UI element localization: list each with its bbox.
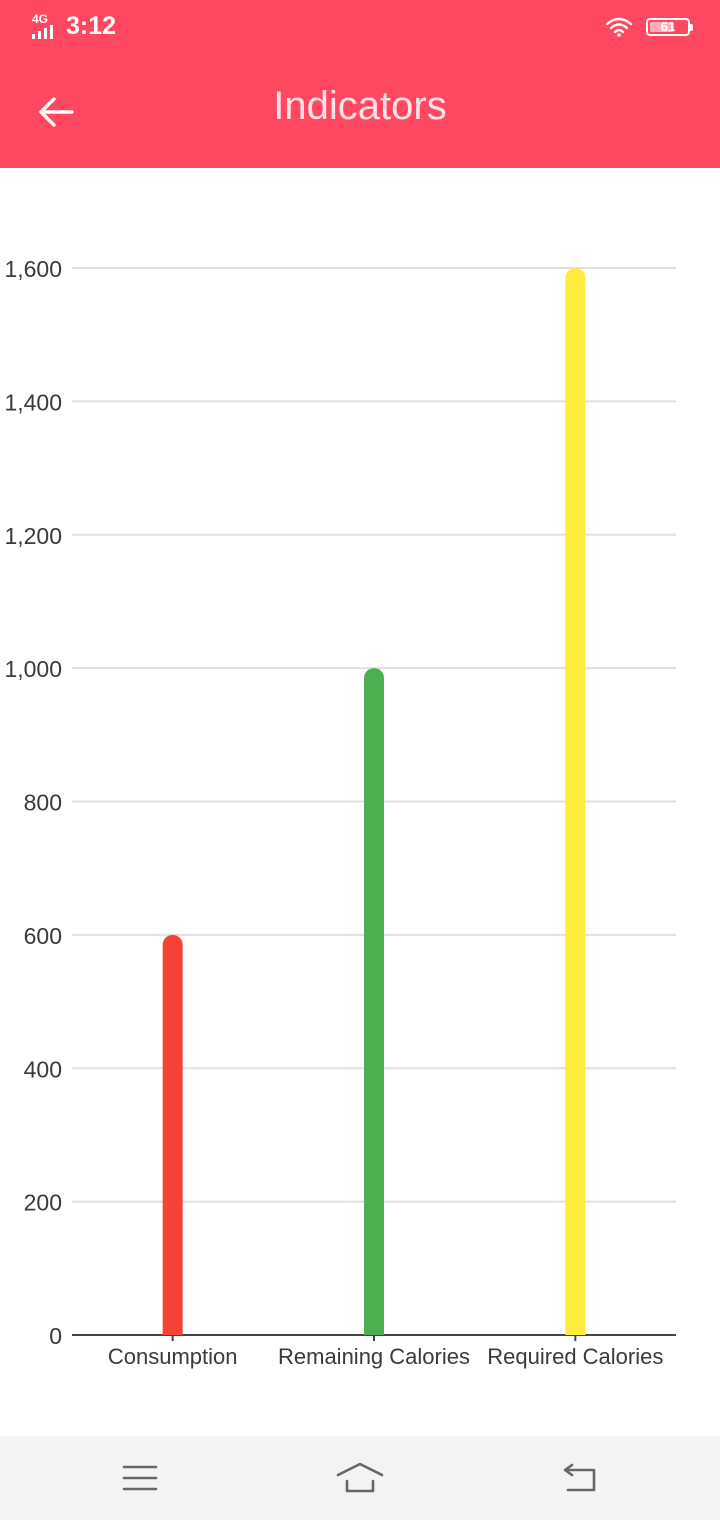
battery-icon: 61 [646, 18, 693, 36]
back-button[interactable] [24, 80, 88, 144]
network-type: 4G [32, 11, 49, 26]
menu-button[interactable] [110, 1456, 170, 1500]
y-tick-label: 1,000 [4, 656, 62, 682]
signal-icon: 4G [30, 13, 62, 41]
x-tick-label: Remaining Calories [278, 1344, 470, 1369]
y-tick-label: 600 [24, 923, 62, 949]
app-bar: Indicators [0, 56, 720, 168]
bar-required-calories[interactable] [565, 268, 586, 1335]
x-tick-label: Consumption [108, 1344, 238, 1369]
home-icon [336, 1462, 384, 1493]
y-tick-label: 200 [24, 1190, 62, 1216]
nav-back-button[interactable] [550, 1456, 610, 1500]
bar-consumption[interactable] [162, 934, 183, 1335]
back-icon [563, 1463, 596, 1492]
status-bar: 4G 3:12 61 [0, 0, 720, 56]
system-nav-bar [0, 1436, 720, 1520]
y-tick-label: 1,400 [4, 389, 62, 415]
x-tick-label: Required Calories [487, 1344, 663, 1369]
page-title: Indicators [273, 84, 447, 128]
battery-level: 61 [660, 19, 676, 34]
menu-icon [122, 1465, 158, 1491]
home-button[interactable] [330, 1456, 390, 1500]
y-tick-label: 1,600 [4, 256, 62, 282]
status-left: 4G 3:12 [30, 12, 116, 41]
y-tick-label: 0 [49, 1323, 62, 1349]
status-time: 3:12 [66, 12, 117, 40]
chart-area: 0 200 400 600 800 1,000 1,200 1,400 1,600 Consump… [0, 168, 720, 1436]
arrow-left-icon [39, 97, 74, 127]
y-tick-label: 1,200 [4, 523, 62, 549]
status-right: 61 [606, 17, 693, 37]
y-tick-label: 400 [24, 1056, 62, 1082]
bar-remaining-calories[interactable] [364, 668, 384, 1335]
wifi-icon [606, 17, 632, 37]
bar-chart: 0 200 400 600 800 1,000 1,200 1,400 1,600 Consump… [4, 256, 676, 1369]
y-tick-label: 800 [24, 790, 62, 816]
